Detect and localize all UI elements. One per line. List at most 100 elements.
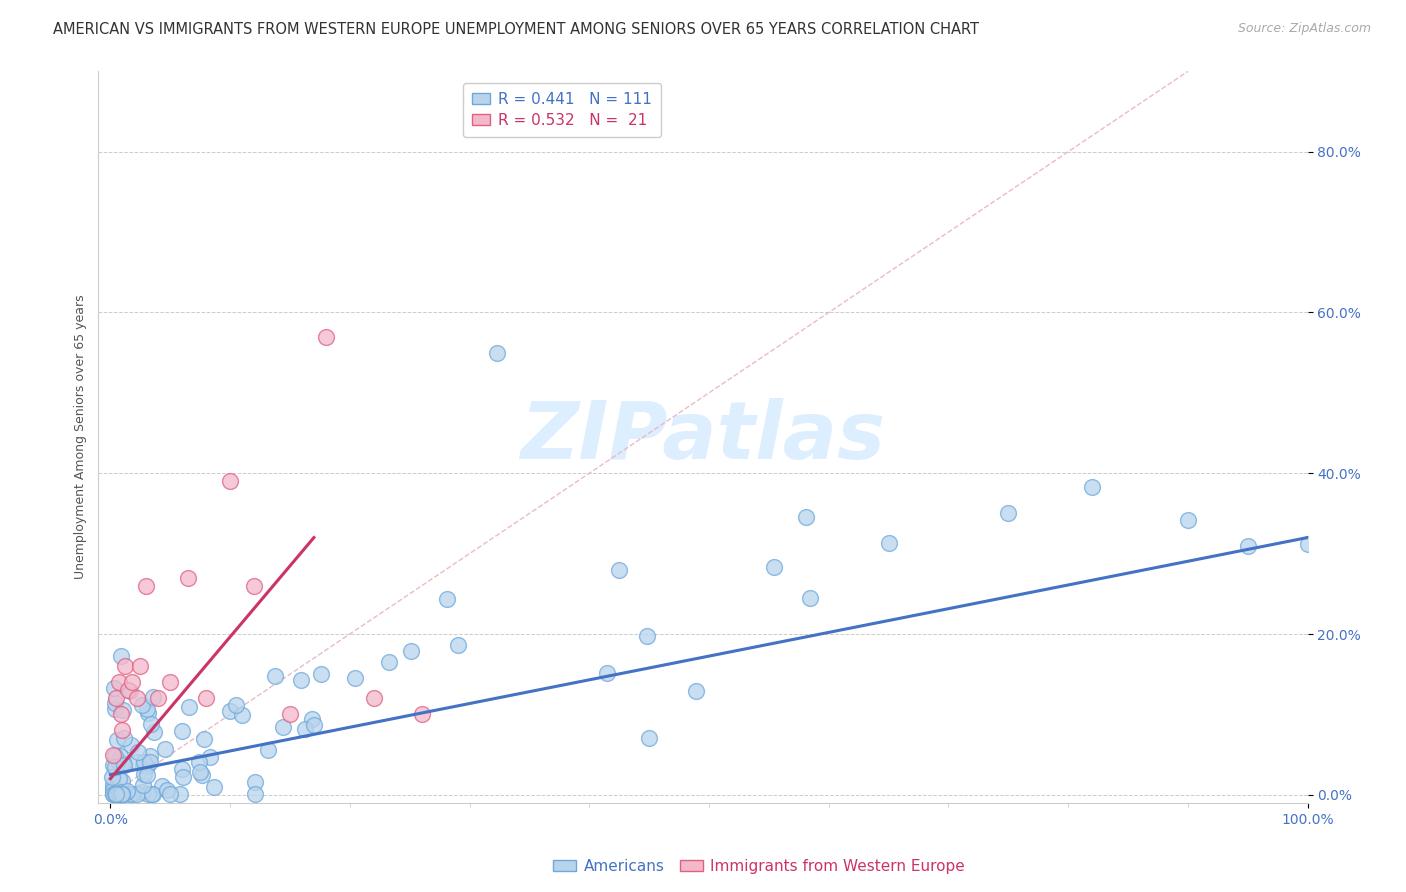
Point xyxy=(101,780,124,795)
Point xyxy=(304,718,326,732)
Point xyxy=(188,765,211,780)
Point xyxy=(243,775,266,789)
Point xyxy=(636,630,658,644)
Y-axis label: Unemployment Among Seniors over 65 years: Unemployment Among Seniors over 65 years xyxy=(75,294,87,580)
Point xyxy=(399,644,422,658)
Point xyxy=(132,778,155,792)
Point xyxy=(1081,480,1104,494)
Point xyxy=(101,783,124,797)
Point xyxy=(118,683,141,698)
Point xyxy=(1296,537,1319,551)
Point xyxy=(111,756,134,770)
Point xyxy=(142,787,165,801)
Point xyxy=(111,787,134,801)
Point xyxy=(257,743,280,757)
Point xyxy=(104,696,127,710)
Point xyxy=(172,770,194,784)
Point xyxy=(112,787,135,801)
Point xyxy=(607,563,630,577)
Point xyxy=(108,749,131,764)
Point xyxy=(378,656,401,670)
Point xyxy=(103,681,125,696)
Point xyxy=(139,749,162,764)
Point xyxy=(104,787,127,801)
Point xyxy=(447,639,470,653)
Point xyxy=(191,768,214,782)
Point xyxy=(139,716,162,731)
Legend: R = 0.441   N = 111, R = 0.532   N =  21: R = 0.441 N = 111, R = 0.532 N = 21 xyxy=(463,83,661,137)
Point xyxy=(177,571,200,585)
Point xyxy=(112,757,135,772)
Point xyxy=(142,725,165,739)
Point xyxy=(131,698,153,712)
Point xyxy=(111,774,134,789)
Text: AMERICAN VS IMMIGRANTS FROM WESTERN EUROPE UNEMPLOYMENT AMONG SENIORS OVER 65 YE: AMERICAN VS IMMIGRANTS FROM WESTERN EURO… xyxy=(53,22,980,37)
Point xyxy=(110,707,132,722)
Legend: Americans, Immigrants from Western Europe: Americans, Immigrants from Western Europ… xyxy=(547,853,972,880)
Point xyxy=(139,755,162,769)
Point xyxy=(104,748,127,763)
Point xyxy=(301,712,323,726)
Point xyxy=(172,723,194,738)
Point xyxy=(794,509,817,524)
Point xyxy=(100,770,122,784)
Point xyxy=(120,738,142,752)
Point xyxy=(112,731,135,746)
Point xyxy=(278,707,301,722)
Point xyxy=(104,787,127,801)
Point xyxy=(486,345,509,359)
Point xyxy=(110,648,132,663)
Point xyxy=(107,772,129,787)
Point xyxy=(111,787,134,801)
Point xyxy=(111,756,134,771)
Point xyxy=(148,691,170,706)
Point xyxy=(118,787,141,801)
Point xyxy=(107,675,129,690)
Point xyxy=(121,675,143,690)
Point xyxy=(132,758,155,772)
Point xyxy=(112,703,135,717)
Point xyxy=(243,579,266,593)
Point xyxy=(1236,539,1258,553)
Point xyxy=(436,592,458,607)
Point xyxy=(108,787,131,801)
Point xyxy=(136,701,159,715)
Point xyxy=(219,475,242,489)
Point xyxy=(105,732,128,747)
Point xyxy=(762,559,785,574)
Point xyxy=(141,787,163,801)
Point xyxy=(108,787,131,801)
Point xyxy=(193,731,215,746)
Point xyxy=(170,762,193,776)
Point xyxy=(136,706,159,720)
Point xyxy=(125,787,148,801)
Point xyxy=(799,591,821,605)
Point xyxy=(231,707,253,722)
Point xyxy=(202,780,225,794)
Point xyxy=(136,767,159,781)
Point xyxy=(150,779,173,793)
Point xyxy=(343,672,366,686)
Point xyxy=(411,707,433,722)
Point xyxy=(105,691,128,706)
Point xyxy=(101,747,124,762)
Point xyxy=(107,754,129,768)
Point xyxy=(638,731,661,745)
Point xyxy=(315,329,337,343)
Point xyxy=(110,787,132,801)
Point xyxy=(136,759,159,773)
Point xyxy=(363,691,385,706)
Point xyxy=(117,683,139,698)
Point xyxy=(200,749,222,764)
Point xyxy=(117,784,139,798)
Point xyxy=(271,720,294,734)
Point xyxy=(125,691,148,706)
Point xyxy=(121,787,143,801)
Point xyxy=(195,691,218,706)
Point xyxy=(104,702,127,716)
Point xyxy=(104,787,127,801)
Point xyxy=(134,766,156,780)
Point xyxy=(290,673,312,688)
Point xyxy=(129,659,152,673)
Point xyxy=(596,666,619,681)
